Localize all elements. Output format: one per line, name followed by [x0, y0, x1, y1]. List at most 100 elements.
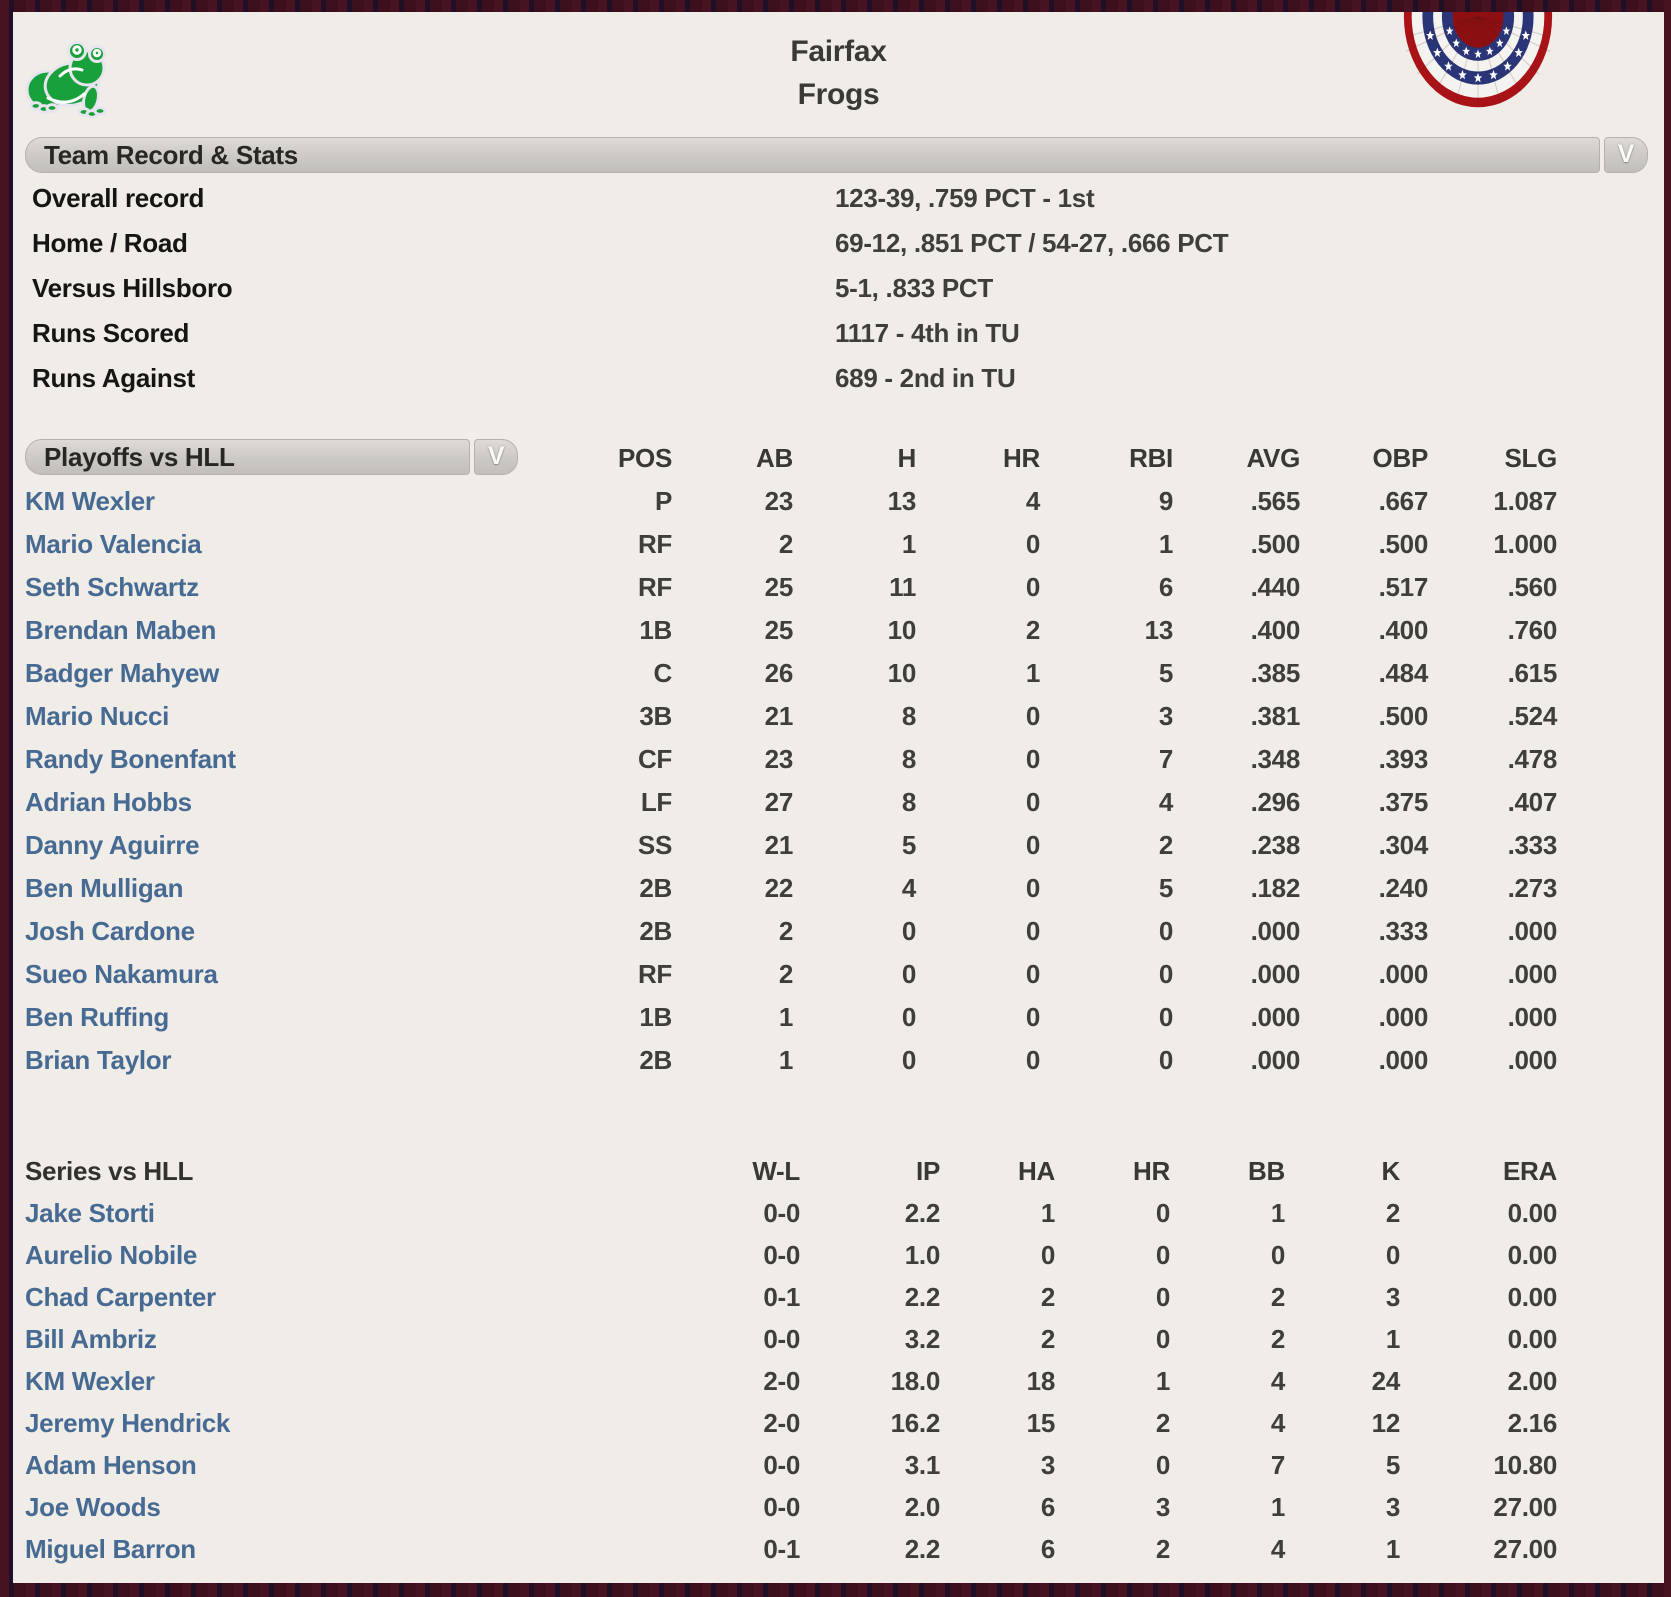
stat-hr: 0	[1155, 1449, 1170, 1480]
stat-ab: 25	[764, 615, 794, 645]
player-link[interactable]: Bill Ambriz	[25, 1323, 157, 1354]
stat-ip: 2.0	[904, 1491, 941, 1522]
batting-filter-dropdown[interactable]: Playoffs vs HLL	[25, 439, 470, 475]
player-link[interactable]: Joe Woods	[25, 1491, 161, 1522]
stat-ha: 6	[1040, 1533, 1055, 1564]
player-link[interactable]: Brendan Maben	[25, 615, 217, 645]
stat-hr: 1	[1025, 658, 1040, 688]
player-link[interactable]: Brian Taylor	[25, 1045, 172, 1075]
stat-hr: 0	[1025, 572, 1040, 602]
player-link[interactable]: Chad Carpenter	[25, 1281, 216, 1312]
stat-h: 5	[901, 830, 916, 860]
pitcher-row: Bill Ambriz 0-0 3.2 2 0 2 1 0.00	[25, 1318, 1557, 1360]
player-link[interactable]: Mario Nucci	[25, 701, 170, 731]
stat-hr: 0	[1025, 1045, 1040, 1075]
stat-wl: 0-0	[763, 1449, 800, 1480]
player-link[interactable]: Adam Henson	[25, 1449, 197, 1480]
stat-h: 8	[901, 787, 916, 817]
column-header-ab: AB	[756, 442, 793, 473]
record-label: Overall record	[32, 183, 205, 213]
player-link[interactable]: Josh Cardone	[25, 916, 195, 946]
stat-h: 11	[889, 572, 916, 602]
player-link[interactable]: Jeremy Hendrick	[25, 1407, 231, 1438]
stat-h: 0	[901, 959, 916, 989]
stat-pos: LF	[640, 787, 672, 817]
player-link[interactable]: KM Wexler	[25, 486, 155, 516]
stat-obp: .304	[1378, 830, 1429, 860]
stat-rbi: 0	[1158, 959, 1173, 989]
chevron-down-icon: V	[1617, 140, 1635, 168]
stat-rbi: 7	[1158, 744, 1173, 774]
player-link[interactable]: Badger Mahyew	[25, 658, 220, 688]
player-link[interactable]: Aurelio Nobile	[25, 1239, 198, 1270]
stat-wl: 0-1	[763, 1281, 800, 1312]
batting-filter-chevron-button[interactable]: V	[474, 439, 518, 475]
pitcher-row: Adam Henson 0-0 3.1 3 0 7 5 10.80	[25, 1444, 1557, 1486]
batting-stats-table: Playoffs vs HLL V POS AB H HR RBI AVG OB…	[25, 436, 1557, 1082]
player-link[interactable]: Miguel Barron	[25, 1533, 196, 1564]
player-link[interactable]: Jake Storti	[25, 1197, 155, 1228]
stat-ab: 21	[764, 830, 794, 860]
pitcher-row: Aurelio Nobile 0-0 1.0 0 0 0 0 0.00	[25, 1234, 1557, 1276]
stat-ha: 2	[1040, 1281, 1055, 1312]
stat-slg: 1.000	[1493, 529, 1557, 559]
player-link[interactable]: KM Wexler	[25, 1365, 155, 1396]
stat-pos: 1B	[639, 1002, 672, 1032]
stat-ip: 1.0	[904, 1239, 941, 1270]
stat-ip: 16.2	[890, 1407, 941, 1438]
column-header-obp: OBP	[1372, 442, 1429, 473]
stat-obp: .517	[1378, 572, 1429, 602]
stat-k: 1	[1385, 1323, 1400, 1354]
player-link[interactable]: Adrian Hobbs	[25, 787, 192, 817]
stat-hr: 2	[1155, 1533, 1170, 1564]
stat-pos: 1B	[639, 615, 672, 645]
stat-ip: 3.2	[904, 1323, 941, 1354]
stat-pos: 2B	[639, 916, 672, 946]
stat-avg: .000	[1250, 916, 1301, 946]
column-header-pos: POS	[617, 442, 672, 473]
stat-obp: .400	[1378, 615, 1429, 645]
team-record-stats-chevron-button[interactable]: V	[1604, 137, 1648, 173]
chevron-down-icon: V	[487, 442, 505, 470]
stat-era: 2.16	[1507, 1407, 1558, 1438]
stat-rbi: 0	[1158, 1045, 1173, 1075]
stat-pos: RF	[637, 529, 672, 559]
player-link[interactable]: Mario Valencia	[25, 529, 202, 559]
stat-wl: 2-0	[763, 1365, 800, 1396]
player-link[interactable]: Seth Schwartz	[25, 572, 199, 602]
record-value: 689 - 2nd in TU	[835, 363, 1016, 393]
stat-slg: .000	[1507, 959, 1558, 989]
player-link[interactable]: Ben Mulligan	[25, 873, 184, 903]
stat-ha: 2	[1040, 1323, 1055, 1354]
stat-wl: 2-0	[763, 1407, 800, 1438]
stat-k: 3	[1385, 1281, 1400, 1312]
stat-wl: 0-0	[763, 1323, 800, 1354]
stat-pos: RF	[637, 572, 672, 602]
record-label: Home / Road	[32, 228, 188, 258]
pitching-section-title: Series vs HLL	[25, 1155, 194, 1186]
team-record-stats-dropdown[interactable]: Team Record & Stats	[25, 137, 1600, 173]
stat-avg: .296	[1250, 787, 1301, 817]
player-link[interactable]: Sueo Nakamura	[25, 959, 218, 989]
team-title: Fairfax Frogs	[13, 30, 1664, 116]
stat-obp: .000	[1378, 1002, 1429, 1032]
player-link[interactable]: Ben Ruffing	[25, 1002, 170, 1032]
stat-obp: .000	[1378, 959, 1429, 989]
batter-row: Randy Bonenfant CF 23 8 0 7 .348 .393 .4…	[25, 738, 1557, 781]
player-link[interactable]: Danny Aguirre	[25, 830, 200, 860]
stat-pos: 2B	[639, 1045, 672, 1075]
stat-ab: 22	[764, 873, 794, 903]
record-row: Home / Road 69-12, .851 PCT / 54-27, .66…	[32, 221, 1644, 266]
stat-hr: 0	[1025, 830, 1040, 860]
column-header-h: H	[897, 442, 917, 473]
batter-row: Mario Nucci 3B 21 8 0 3 .381 .500 .524	[25, 695, 1557, 738]
stat-ip: 18.0	[890, 1365, 941, 1396]
stat-avg: .385	[1250, 658, 1301, 688]
stat-hr: 0	[1155, 1239, 1170, 1270]
stat-hr: 0	[1155, 1197, 1170, 1228]
stat-bb: 4	[1270, 1533, 1285, 1564]
stat-hr: 0	[1155, 1323, 1170, 1354]
player-link[interactable]: Randy Bonenfant	[25, 744, 236, 774]
stat-slg: .560	[1507, 572, 1558, 602]
stat-avg: .500	[1250, 529, 1301, 559]
